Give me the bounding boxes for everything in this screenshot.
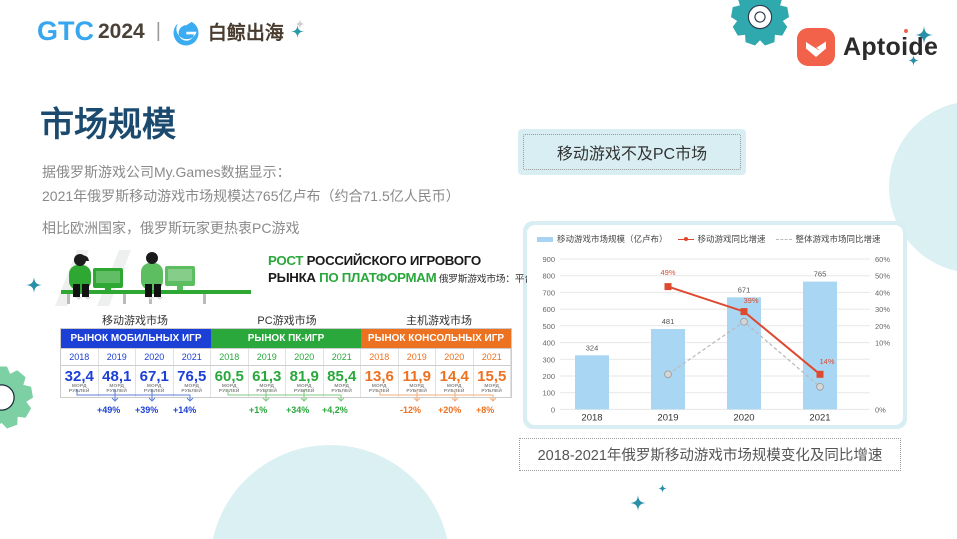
svg-text:10%: 10%: [875, 339, 890, 348]
svg-text:500: 500: [542, 322, 555, 331]
svg-text:700: 700: [542, 288, 555, 297]
svg-text:2018: 2018: [581, 413, 602, 424]
svg-text:49%: 49%: [660, 268, 675, 277]
svg-text:100: 100: [542, 389, 555, 398]
svg-text:800: 800: [542, 272, 555, 281]
svg-text:900: 900: [542, 255, 555, 264]
svg-text:20%: 20%: [875, 322, 890, 331]
svg-text:0%: 0%: [875, 405, 886, 414]
svg-text:2021: 2021: [809, 413, 830, 424]
svg-text:60%: 60%: [875, 255, 890, 264]
svg-text:200: 200: [542, 372, 555, 381]
svg-text:671: 671: [738, 285, 751, 294]
svg-text:30%: 30%: [875, 305, 890, 314]
svg-text:50%: 50%: [875, 272, 890, 281]
svg-text:2019: 2019: [657, 413, 678, 424]
svg-text:481: 481: [662, 317, 675, 326]
svg-text:300: 300: [542, 355, 555, 364]
svg-text:0: 0: [551, 405, 555, 414]
svg-text:324: 324: [586, 343, 599, 352]
svg-text:14%: 14%: [819, 357, 834, 366]
svg-text:39%: 39%: [743, 296, 758, 305]
svg-text:40%: 40%: [875, 288, 890, 297]
svg-text:400: 400: [542, 339, 555, 348]
svg-text:600: 600: [542, 305, 555, 314]
svg-text:2020: 2020: [733, 413, 754, 424]
svg-text:765: 765: [814, 270, 827, 279]
